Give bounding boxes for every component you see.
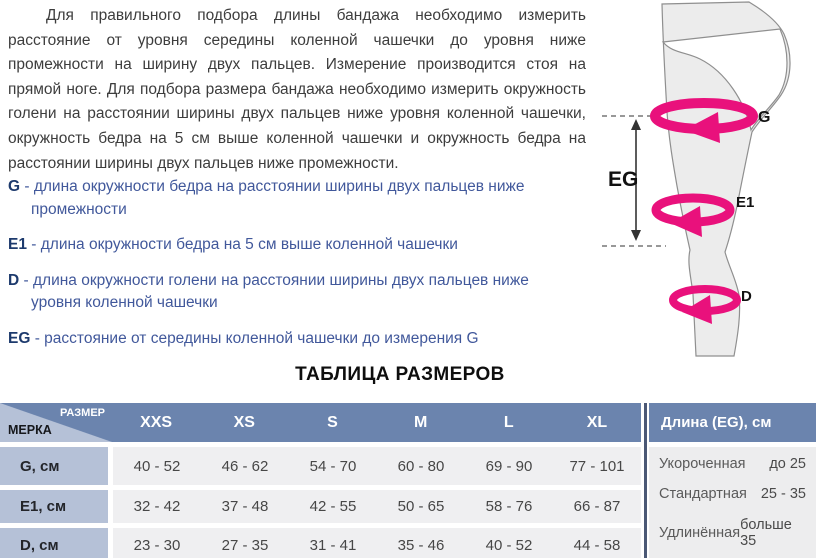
leg-illustration: G E1 D EG bbox=[602, 1, 791, 357]
table-row-d: D, см 23 - 30 27 - 35 31 - 41 35 - 46 40… bbox=[0, 528, 641, 558]
band-g-arrowhead bbox=[684, 112, 720, 143]
cell-d-s: 31 - 41 bbox=[309, 536, 357, 554]
diagonal-corner-cell: РАЗМЕР МЕРКА bbox=[0, 403, 112, 442]
size-table-header-row: РАЗМЕР МЕРКА XXS XS S M L XL bbox=[0, 403, 642, 442]
definition-eg: EG - расстояние от середины коленной чаш… bbox=[8, 328, 574, 351]
measurement-definitions: G - длина окружности бедра на расстоянии… bbox=[8, 176, 574, 363]
cell-e1-s: 42 - 55 bbox=[309, 498, 357, 515]
column-header-xxs: XXS bbox=[112, 403, 201, 442]
column-header-s: S bbox=[288, 403, 377, 442]
definition-text: - длина окружности голени на расстоянии … bbox=[23, 271, 529, 312]
label-g: G bbox=[758, 109, 770, 126]
definition-d: D - длина окружности голени на расстояни… bbox=[8, 270, 574, 315]
cell-e1-xxs: 32 - 42 bbox=[133, 498, 181, 515]
length-row-long: Удлинённая больше 35 bbox=[659, 517, 806, 549]
label-e1: E1 bbox=[736, 194, 754, 211]
definition-e1: E1 - длина окружности бедра на 5 см выше… bbox=[8, 234, 574, 257]
cell-g-xl: 77 - 101 bbox=[569, 457, 625, 475]
hip-region bbox=[661, 28, 788, 132]
row-header-e1: E1, см bbox=[0, 490, 108, 523]
cell-d-xxs: 23 - 30 bbox=[133, 536, 181, 554]
length-value: больше 35 bbox=[740, 516, 792, 549]
eg-arrow-down bbox=[631, 230, 641, 241]
row-cells: 32 - 42 37 - 48 42 - 55 50 - 65 58 - 76 … bbox=[113, 490, 641, 523]
row-header-g: G, см bbox=[0, 447, 108, 485]
cell-g-xs: 46 - 62 bbox=[221, 457, 269, 475]
cell-g-m: 60 - 80 bbox=[397, 457, 445, 475]
label-d: D bbox=[741, 288, 752, 305]
band-e1-arrowhead bbox=[670, 206, 702, 237]
table-row-e1: E1, см 32 - 42 37 - 48 42 - 55 50 - 65 5… bbox=[0, 490, 641, 523]
eg-arrow-up bbox=[631, 119, 641, 130]
table-row-g: G, см 40 - 52 46 - 62 54 - 70 60 - 80 69… bbox=[0, 447, 641, 485]
definition-term: E1 bbox=[8, 236, 27, 253]
length-label: Укороченная bbox=[659, 456, 746, 473]
length-table-body: Укороченная до 25 Стандартная 25 - 35 Уд… bbox=[649, 447, 816, 558]
row-cells: 40 - 52 46 - 62 54 - 70 60 - 80 69 - 90 … bbox=[113, 447, 641, 485]
row-gap bbox=[108, 447, 113, 485]
length-label: Удлинённая bbox=[659, 524, 741, 541]
length-value: 25 - 35 bbox=[760, 486, 806, 503]
column-header-m: M bbox=[376, 403, 465, 442]
definition-g: G - длина окружности бедра на расстоянии… bbox=[8, 176, 574, 221]
length-row-standard: Стандартная 25 - 35 bbox=[659, 486, 806, 502]
row-header-d: D, см bbox=[0, 528, 108, 558]
cell-g-l: 69 - 90 bbox=[485, 457, 533, 475]
label-eg: EG bbox=[608, 168, 638, 191]
length-eg-table: Длина (EG), см Укороченная до 25 Стандар… bbox=[649, 403, 816, 558]
cell-e1-m: 50 - 65 bbox=[397, 498, 445, 515]
definition-term: D bbox=[8, 271, 20, 289]
cell-d-l: 40 - 52 bbox=[485, 536, 533, 554]
intro-paragraph: Для правильного подбора длины бандажа не… bbox=[8, 7, 586, 172]
cell-e1-xl: 66 - 87 bbox=[573, 498, 621, 515]
corner-label-size: РАЗМЕР bbox=[59, 407, 105, 419]
cell-d-xl: 44 - 58 bbox=[573, 536, 621, 554]
vertical-divider bbox=[644, 403, 647, 558]
row-cells: 23 - 30 27 - 35 31 - 41 35 - 46 40 - 52 … bbox=[113, 528, 641, 558]
row-gap bbox=[108, 528, 113, 558]
band-d-arrowhead bbox=[682, 295, 712, 324]
cell-g-xxs: 40 - 52 bbox=[133, 457, 181, 475]
column-header-xl: XL bbox=[552, 403, 642, 442]
definition-text: - длина окружности бедра на 5 см выше ко… bbox=[31, 236, 458, 253]
definition-text: - расстояние от середины коленной чашечк… bbox=[34, 329, 479, 347]
length-table-header: Длина (EG), см bbox=[649, 403, 816, 442]
length-value: до 25 bbox=[769, 456, 806, 473]
column-header-xs: XS bbox=[200, 403, 289, 442]
leg-measurement-figure: G E1 D EG bbox=[600, 0, 816, 360]
cell-e1-xs: 37 - 48 bbox=[221, 498, 269, 515]
definition-text: - длина окружности бедра на расстоянии ш… bbox=[24, 178, 525, 218]
definition-term: EG bbox=[8, 329, 31, 347]
length-row-short: Укороченная до 25 bbox=[659, 456, 806, 472]
cell-g-s: 54 - 70 bbox=[309, 457, 357, 475]
length-label: Стандартная bbox=[659, 486, 747, 503]
size-table-title: ТАБЛИЦА РАЗМЕРОВ bbox=[295, 364, 505, 385]
size-table: РАЗМЕР МЕРКА XXS XS S M L XL G, см 40 - … bbox=[0, 403, 642, 558]
row-gap bbox=[108, 490, 113, 523]
cell-e1-l: 58 - 76 bbox=[485, 498, 533, 515]
cell-d-xs: 27 - 35 bbox=[221, 536, 269, 554]
definition-term: G bbox=[8, 178, 21, 195]
corner-label-measure: МЕРКА bbox=[8, 423, 52, 437]
cell-d-m: 35 - 46 bbox=[397, 536, 445, 554]
column-header-l: L bbox=[464, 403, 553, 442]
